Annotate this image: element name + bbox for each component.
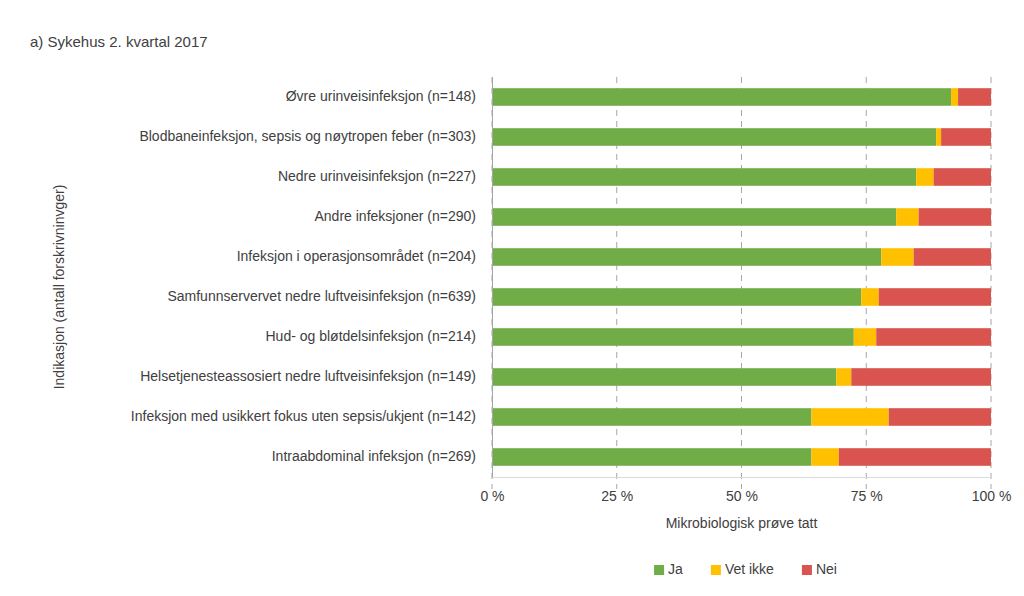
x-tick: 100 % bbox=[972, 477, 1012, 504]
y-tick-label: Samfunnservervet nedre luftveisinfeksjon… bbox=[167, 288, 476, 304]
bar bbox=[851, 368, 991, 386]
bar bbox=[861, 288, 878, 306]
y-tick-label: Infeksjon med usikkert fokus uten sepsis… bbox=[131, 408, 476, 424]
bar bbox=[896, 208, 918, 226]
y-axis: Øvre urinveisinfeksjon (n=148) Blodbanein… bbox=[131, 78, 493, 478]
y-tick-label: Helsetjenesteassosiert nedre luftveisinf… bbox=[140, 368, 476, 384]
legend-label: Nei bbox=[816, 561, 837, 577]
bar bbox=[492, 368, 836, 386]
series bbox=[492, 88, 951, 466]
bar bbox=[934, 168, 991, 186]
grid bbox=[492, 77, 991, 489]
title: a) Sykehus 2. kvartal 2017 bbox=[30, 33, 208, 50]
bar bbox=[492, 288, 861, 306]
bar bbox=[936, 128, 941, 146]
bar bbox=[811, 408, 888, 426]
y-tick: Helsetjenesteassosiert nedre luftveisinf… bbox=[140, 368, 492, 384]
x-axis-title: Mikrobiologisk prøve tatt bbox=[666, 515, 818, 531]
y-tick: Øvre urinveisinfeksjon (n=148) bbox=[286, 88, 492, 104]
y-axis-line bbox=[492, 78, 493, 478]
bar bbox=[811, 448, 838, 466]
y-tick-label: Nedre urinveisinfeksjon (n=227) bbox=[278, 168, 476, 184]
bar bbox=[492, 208, 896, 226]
y-tick: Hud- og bløtdelsinfeksjon (n=214) bbox=[265, 328, 492, 344]
bar bbox=[876, 328, 991, 346]
x-tick: 0 % bbox=[480, 477, 504, 504]
bar bbox=[839, 448, 991, 466]
chart: a) Sykehus 2. kvartal 2017 0 % 25 % 50 % 75 … bbox=[0, 0, 1024, 596]
legend-item: Vet ikke bbox=[711, 561, 774, 577]
y-tick-label: Andre infeksjoner (n=290) bbox=[315, 208, 477, 224]
bar bbox=[941, 128, 991, 146]
legend-item: Ja bbox=[654, 561, 683, 577]
legend-swatch bbox=[711, 565, 721, 575]
y-tick-label: Intraabdominal infeksjon (n=269) bbox=[272, 448, 476, 464]
series bbox=[839, 88, 991, 466]
bar bbox=[492, 128, 936, 146]
bar bbox=[492, 328, 854, 346]
y-tick: Infeksjon i operasjonsområdet (n=204) bbox=[237, 248, 492, 264]
bar bbox=[881, 248, 913, 266]
bar bbox=[889, 408, 991, 426]
y-tick-label: Hud- og bløtdelsinfeksjon (n=214) bbox=[265, 328, 476, 344]
bar bbox=[854, 328, 876, 346]
y-tick: Intraabdominal infeksjon (n=269) bbox=[272, 448, 492, 464]
y-tick-label: Blodbaneinfeksjon, sepsis og nøytropen f… bbox=[139, 128, 476, 144]
y-tick: Samfunnservervet nedre luftveisinfeksjon… bbox=[167, 288, 492, 304]
bar bbox=[916, 168, 933, 186]
bar bbox=[492, 448, 811, 466]
legend: Ja Vet ikke Nei bbox=[654, 561, 837, 577]
bar bbox=[879, 288, 991, 306]
bar bbox=[492, 408, 811, 426]
bar bbox=[492, 88, 951, 106]
legend-swatch bbox=[802, 565, 812, 575]
bar bbox=[919, 208, 991, 226]
y-tick-label: Infeksjon i operasjonsområdet (n=204) bbox=[237, 248, 476, 264]
y-tick: Blodbaneinfeksjon, sepsis og nøytropen f… bbox=[139, 128, 492, 144]
y-axis-title: Indikasjon (antall forskrivninvger) bbox=[51, 185, 67, 390]
x-tick-label: 25 % bbox=[601, 488, 633, 504]
x-axis-line bbox=[493, 477, 992, 478]
legend-item: Nei bbox=[802, 561, 837, 577]
x-tick-label: 50 % bbox=[726, 488, 758, 504]
x-tick: 25 % bbox=[601, 477, 633, 504]
x-tick-label: 75 % bbox=[851, 488, 883, 504]
x-tick-label: 0 % bbox=[480, 488, 504, 504]
bars bbox=[492, 88, 991, 466]
x-axis: 0 % 25 % 50 % 75 % 100 % bbox=[480, 477, 1011, 504]
y-tick: Nedre urinveisinfeksjon (n=227) bbox=[278, 168, 492, 184]
x-tick-label: 100 % bbox=[972, 488, 1012, 504]
bar bbox=[492, 168, 916, 186]
y-tick-label: Øvre urinveisinfeksjon (n=148) bbox=[286, 88, 476, 104]
bar bbox=[914, 248, 991, 266]
x-tick: 50 % bbox=[726, 477, 758, 504]
bar bbox=[492, 248, 881, 266]
bar bbox=[958, 88, 991, 106]
legend-swatch bbox=[654, 565, 664, 575]
bar bbox=[951, 88, 958, 106]
legend-label: Vet ikke bbox=[725, 561, 774, 577]
y-tick: Andre infeksjoner (n=290) bbox=[315, 208, 493, 224]
x-tick: 75 % bbox=[851, 477, 883, 504]
bar bbox=[836, 368, 851, 386]
y-tick: Infeksjon med usikkert fokus uten sepsis… bbox=[131, 408, 492, 424]
grid-line bbox=[492, 77, 493, 489]
legend-label: Ja bbox=[668, 561, 683, 577]
